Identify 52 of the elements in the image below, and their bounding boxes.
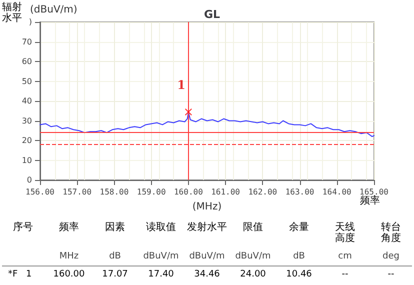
text: dBuV/m	[143, 252, 179, 262]
text: 转台角度	[381, 221, 401, 244]
x-tick-label: 164.00	[322, 188, 352, 196]
text: dB	[109, 252, 121, 262]
text: *F	[8, 270, 18, 280]
text: 余量	[289, 221, 309, 233]
text: 17.40	[148, 270, 174, 280]
y-tick-label: 40	[22, 96, 32, 106]
y-tick-label: 50	[22, 76, 32, 86]
text: 24.00	[240, 270, 266, 280]
y-tick-label: 20	[22, 136, 32, 145]
x-tick-label: 157.00	[62, 188, 92, 196]
x-tick-label: 162.00	[248, 188, 278, 196]
y-tick-label: 0	[26, 176, 32, 184]
text: 160.00	[53, 270, 86, 280]
text: dBuV/m	[189, 252, 225, 262]
x-tick-label: 158.00	[100, 188, 129, 196]
y-axis-title: 辐射水平	[2, 1, 22, 24]
x-axis-title: (MHz)	[192, 202, 222, 212]
y-tick-label: )	[28, 18, 32, 26]
text: 频率	[59, 221, 79, 233]
text: MHz	[59, 252, 79, 262]
annotation: 1	[177, 78, 186, 92]
text: 限值	[243, 222, 263, 233]
text: (dBuV/m)	[30, 4, 78, 16]
text: 读取值	[146, 221, 176, 233]
text: cm	[338, 252, 352, 262]
x-tick-label: 165.00	[360, 188, 389, 196]
text: --	[388, 270, 394, 280]
text: 1	[26, 270, 32, 280]
text: 17.07	[102, 270, 128, 280]
y-tick-label: 10	[22, 156, 32, 165]
y-tick-label: 60	[22, 57, 32, 66]
text: 34.46	[194, 270, 220, 280]
text: 发射水平	[187, 221, 227, 233]
text: 天线高度	[335, 221, 355, 244]
x-tick-label: 156.00	[26, 188, 55, 196]
x-tick-label: 161.00	[211, 188, 240, 196]
text: 因素	[105, 221, 125, 233]
text: 10.46	[286, 270, 312, 280]
text: dBuV/m	[235, 252, 271, 262]
text: 频率	[360, 194, 380, 206]
x-tick-label: 160.00	[174, 188, 204, 196]
chart-title: GL	[204, 8, 220, 21]
text: deg	[382, 252, 400, 262]
x-tick-label: 163.00	[285, 188, 314, 196]
text: --	[342, 270, 348, 280]
y-tick-label: 30	[22, 116, 32, 126]
y-tick-label: 70	[22, 37, 32, 46]
x-tick-label: 159.00	[136, 188, 166, 196]
text: 序号	[13, 221, 33, 233]
text: dB	[293, 252, 305, 262]
